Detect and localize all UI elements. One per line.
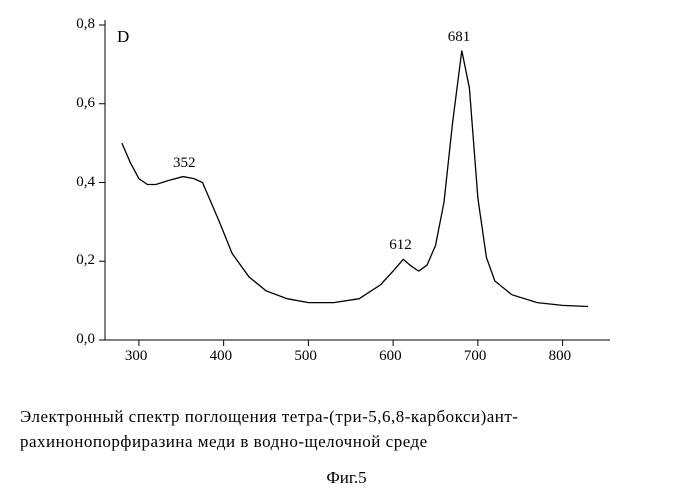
y-tick-label: 0,0 xyxy=(76,331,95,348)
caption-text-1: Электронный спектр поглощения тетра-(три… xyxy=(20,407,518,426)
spectrum-chart: 300 400 500 600 700 800 0,0 0,2 0,4 0,6 0,8 D 352 612… xyxy=(60,10,620,380)
chart-svg xyxy=(60,10,620,380)
x-tick-label: 700 xyxy=(464,348,487,365)
y-tick-label: 0,2 xyxy=(76,252,95,269)
peak-label: 681 xyxy=(448,29,471,46)
x-tick-label: 400 xyxy=(210,348,233,365)
caption-text-2: рахинонопорфиразина меди в водно-щелочно… xyxy=(20,432,428,451)
x-tick-label: 800 xyxy=(549,348,572,365)
figure-number: Фиг.5 xyxy=(0,468,693,488)
peak-label: 612 xyxy=(389,237,412,254)
x-tick-label: 500 xyxy=(294,348,317,365)
peak-label: 352 xyxy=(173,155,196,172)
y-tick-label: 0,8 xyxy=(76,16,95,33)
y-axis-title: D xyxy=(117,27,129,47)
y-tick-label: 0,6 xyxy=(76,95,95,112)
y-tick-label: 0,4 xyxy=(76,174,95,191)
figure-caption: Электронный спектр поглощения тетра-(три… xyxy=(20,405,680,454)
x-tick-label: 300 xyxy=(125,348,148,365)
x-tick-label: 600 xyxy=(379,348,402,365)
